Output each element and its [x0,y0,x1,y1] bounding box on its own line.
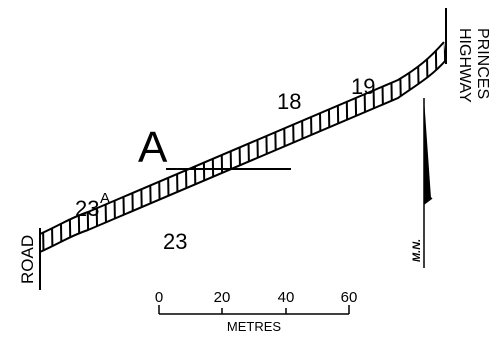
lot-23a-number: 23 [75,196,99,221]
strip-hatch-line [407,42,415,252]
north-arrow: M.N. [411,98,433,268]
strip-hatch-line [353,42,361,252]
strip-hatch-line [110,42,118,252]
strip-hatch-line [47,42,55,252]
strip-hatch-line [101,42,109,252]
strip-hatch-line [65,42,73,252]
lot-19-label: 19 [351,74,375,99]
scale-unit-label: METRES [227,319,282,334]
strip-hatch-line [398,42,406,252]
strip-hatch-line [56,42,64,252]
scale-tick-60: 60 [341,289,358,306]
strip-hatch-line [119,42,127,252]
strip-hatch-line [380,42,388,252]
strip-hatch-line [344,42,352,252]
highway-name-line2: HIGHWAY [456,28,473,103]
strip-hatch-line [83,42,91,252]
scale-tick-20: 20 [214,289,231,306]
strip-top-edge [39,41,445,235]
strip-hatch-line [74,42,82,252]
strip-hatch-line [362,42,370,252]
strip-hatch-line [30,0,36,337]
strip-hatch-line [317,42,325,252]
highway-name-line1: PRINCES [474,28,491,99]
strip-hatch-line [416,42,424,252]
strip-hatch-line [443,42,446,252]
strip-hatch-line [128,42,136,252]
strip-hatch-line [389,42,397,252]
strip-hatch-line [92,42,100,252]
section-letter: A [138,123,168,172]
strip-hatch-line [308,42,316,252]
strip-bottom-edge [39,59,447,253]
lot-23a-suffix: A [100,190,110,207]
scale-tick-40: 40 [278,289,295,306]
strip-hatch-line [326,42,334,252]
strip-hatch-line [299,42,307,252]
north-label: M.N. [411,239,423,262]
strip-hatch-line [290,42,298,252]
strip-hatch-line [371,42,379,252]
scale-tick-0: 0 [155,289,163,306]
lot-18-label: 18 [277,89,301,114]
road-name-left: ROAD [18,235,37,284]
strip-hatch-line [335,42,343,252]
lot-23-label: 23 [163,229,187,254]
scale-bar: 0 20 40 60 METRES [155,289,358,334]
